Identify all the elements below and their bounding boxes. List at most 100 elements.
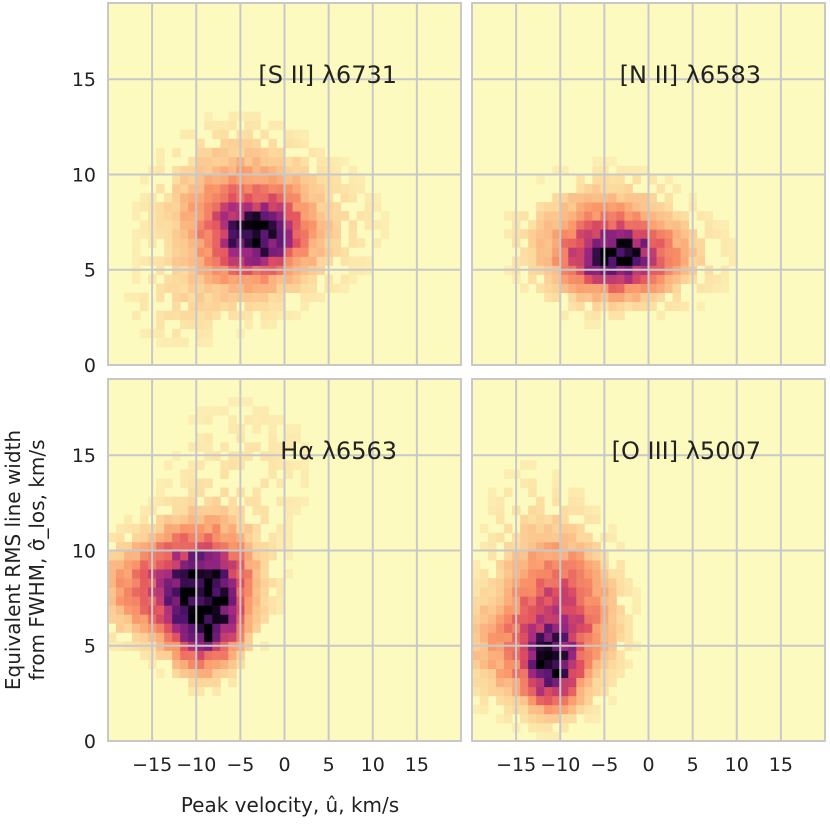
heatmap-cell — [172, 211, 181, 221]
heatmap-cell — [188, 415, 197, 425]
heatmap-cell — [608, 301, 617, 312]
heatmap-cell — [204, 310, 213, 321]
heatmap-cell — [592, 605, 601, 615]
heatmap-cell — [568, 496, 577, 507]
heatmap-cell — [340, 184, 350, 194]
heatmap-cell — [212, 301, 221, 312]
heatmap-cell — [228, 532, 237, 543]
heatmap-cell — [164, 541, 173, 552]
heatmap-cell — [204, 301, 213, 312]
heatmap-cell — [220, 442, 229, 452]
heatmap-cell — [116, 596, 125, 606]
heatmap-cell — [528, 650, 537, 660]
heatmap-cell — [648, 301, 657, 312]
heatmap-cell — [228, 165, 237, 176]
heatmap-cell — [568, 686, 577, 697]
y-tick-label: 5 — [84, 260, 96, 282]
heatmap-cell — [196, 202, 205, 212]
heatmap-cell — [204, 256, 213, 266]
heatmap-cell — [140, 569, 149, 579]
heatmap-cell — [188, 550, 197, 561]
heatmap-cell — [172, 659, 181, 669]
heatmap-cell — [552, 238, 561, 248]
heatmap-cell — [696, 247, 706, 257]
heatmap-cell — [244, 523, 253, 534]
heatmap-cell — [592, 310, 601, 321]
heatmap-cell — [520, 256, 529, 266]
heatmap-cell — [196, 505, 205, 516]
heatmap-cell — [552, 165, 561, 176]
heatmap-cell — [656, 292, 665, 303]
heatmap-cell — [204, 292, 213, 303]
heatmap-cell — [132, 578, 141, 588]
heatmap-cell — [172, 550, 181, 561]
heatmap-cell — [164, 202, 173, 212]
heatmap-cell — [332, 238, 342, 248]
heatmap-cell — [624, 659, 633, 669]
heatmap-cell — [348, 256, 358, 266]
heatmap-cell — [156, 156, 165, 167]
heatmap-cell — [204, 406, 213, 416]
heatmap-cell — [624, 301, 633, 312]
heatmap-cell — [284, 469, 293, 479]
heatmap-cell — [624, 238, 633, 248]
heatmap-cell — [632, 605, 641, 615]
heatmap-cell — [204, 147, 213, 158]
heatmap-cell — [156, 668, 165, 679]
heatmap-cell — [616, 569, 625, 579]
heatmap-cell — [584, 713, 593, 724]
heatmap-cell — [504, 587, 513, 597]
heatmap-cell — [180, 623, 189, 633]
heatmap-cell — [284, 238, 293, 248]
heatmap-cell — [140, 632, 149, 642]
heatmap-cell — [592, 623, 601, 633]
heatmap-cell — [260, 211, 269, 221]
heatmap-cell — [196, 337, 205, 348]
heatmap-cell — [292, 193, 301, 203]
heatmap-cell — [212, 587, 221, 597]
heatmap-cell — [188, 202, 197, 212]
heatmap-cell — [244, 111, 253, 122]
heatmap-cell — [488, 532, 497, 543]
heatmap-cell — [584, 605, 593, 615]
heatmap-cell — [608, 238, 617, 248]
heatmap-cell — [536, 220, 545, 230]
heatmap-cell — [608, 310, 617, 321]
heatmap-cell — [616, 541, 625, 552]
heatmap-cell — [568, 560, 577, 570]
heatmap-cell — [220, 560, 229, 570]
heatmap-cell — [544, 256, 553, 266]
heatmap-cell — [568, 301, 577, 312]
heatmap-cell — [536, 569, 545, 579]
heatmap-cell — [252, 111, 261, 122]
heatmap-cell — [584, 514, 593, 525]
heatmap-cell — [196, 174, 205, 185]
heatmap-cell — [260, 229, 269, 239]
heatmap-cell — [220, 129, 229, 140]
heatmap-cell — [268, 220, 277, 230]
heatmap-cell — [260, 292, 269, 303]
heatmap-cell — [480, 587, 489, 597]
heatmap-cell — [332, 202, 342, 212]
heatmap-cell — [196, 328, 205, 339]
heatmap-cell — [268, 292, 277, 303]
heatmap-cell — [584, 319, 593, 330]
x-tick-label: 15 — [769, 754, 793, 776]
heatmap-cell — [472, 569, 481, 579]
heatmap-cell — [116, 532, 125, 543]
heatmap-cell — [204, 274, 213, 284]
heatmap-cell — [212, 120, 221, 131]
heatmap-cell — [520, 614, 529, 624]
heatmap-cell — [252, 442, 261, 452]
heatmap-cell — [504, 596, 513, 606]
heatmap-cell — [284, 514, 293, 525]
heatmap-cell — [252, 247, 261, 257]
heatmap-cell — [704, 274, 714, 284]
heatmap-cell — [664, 238, 673, 248]
heatmap-cell — [244, 550, 253, 561]
heatmap-cell — [260, 220, 269, 230]
heatmap-cell — [472, 623, 481, 633]
heatmap-cell — [188, 165, 197, 176]
heatmap-cell — [132, 247, 141, 257]
heatmap-cell — [608, 193, 617, 203]
